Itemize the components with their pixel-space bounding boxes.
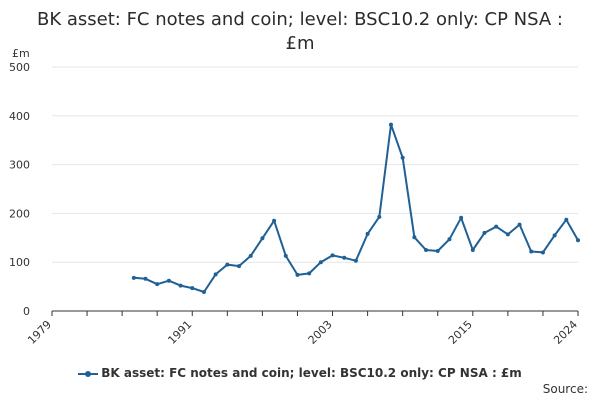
- data-point: [353, 258, 358, 263]
- data-point: [307, 271, 312, 276]
- data-point: [237, 264, 242, 269]
- data-point: [131, 275, 136, 280]
- data-point: [166, 278, 171, 283]
- legend-marker-icon: [85, 370, 92, 377]
- data-point: [517, 222, 522, 227]
- legend-label: BK asset: FC notes and coin; level: BSC1…: [101, 366, 522, 380]
- data-point: [143, 276, 148, 281]
- x-axis: 1979 1991 2003 2015 2024: [25, 310, 580, 347]
- data-point: [424, 248, 429, 252]
- data-point: [552, 233, 557, 238]
- data-point: [540, 250, 545, 255]
- y-tick-label: 100: [9, 256, 30, 269]
- data-point: [388, 122, 393, 127]
- data-point: [225, 262, 230, 267]
- x-tick-label: 1979: [25, 318, 54, 347]
- y-tick-label: 0: [23, 305, 30, 318]
- x-tick-label: 2024: [551, 318, 580, 347]
- data-point: [447, 237, 452, 242]
- data-point: [190, 286, 195, 291]
- data-point: [330, 253, 335, 258]
- data-point: [272, 218, 277, 223]
- y-axis-ticks: 0 100 200 300 400 500: [9, 61, 30, 318]
- data-point: [248, 253, 253, 258]
- y-tick-label: 200: [9, 207, 30, 220]
- grid-lines: [52, 66, 578, 263]
- x-tick-label: 2003: [306, 318, 335, 347]
- y-axis-label: £m: [12, 47, 30, 60]
- data-point: [400, 155, 405, 160]
- data-point: [494, 224, 499, 229]
- x-tick-label: 2015: [446, 318, 475, 347]
- data-point: [260, 236, 265, 241]
- data-point: [283, 253, 288, 258]
- data-point: [178, 283, 183, 288]
- data-point: [318, 260, 323, 265]
- data-point: [155, 282, 160, 287]
- data-point: [365, 231, 370, 236]
- series-line: [133, 123, 579, 293]
- legend: BK asset: FC notes and coin; level: BSC1…: [0, 366, 600, 380]
- data-point: [505, 232, 510, 237]
- data-point: [412, 235, 417, 240]
- source-label: Source:: [542, 382, 588, 396]
- data-point: [529, 249, 534, 254]
- data-point: [470, 248, 475, 252]
- data-point: [459, 215, 464, 220]
- y-tick-label: 500: [9, 61, 30, 74]
- x-tick-label: 1991: [165, 318, 194, 347]
- y-tick-label: 400: [9, 110, 30, 123]
- data-point: [201, 289, 206, 294]
- data-point: [564, 217, 569, 222]
- data-point: [213, 272, 218, 277]
- data-point: [482, 230, 487, 235]
- data-point: [435, 248, 440, 253]
- chart-title: BK asset: FC notes and coin; level: BSC1…: [37, 9, 563, 54]
- data-point: [377, 214, 382, 219]
- data-point: [576, 238, 580, 243]
- data-point: [342, 255, 347, 260]
- y-tick-label: 300: [9, 159, 30, 172]
- series-group: [131, 122, 580, 294]
- data-point: [295, 272, 300, 277]
- legend-swatch: [78, 369, 99, 379]
